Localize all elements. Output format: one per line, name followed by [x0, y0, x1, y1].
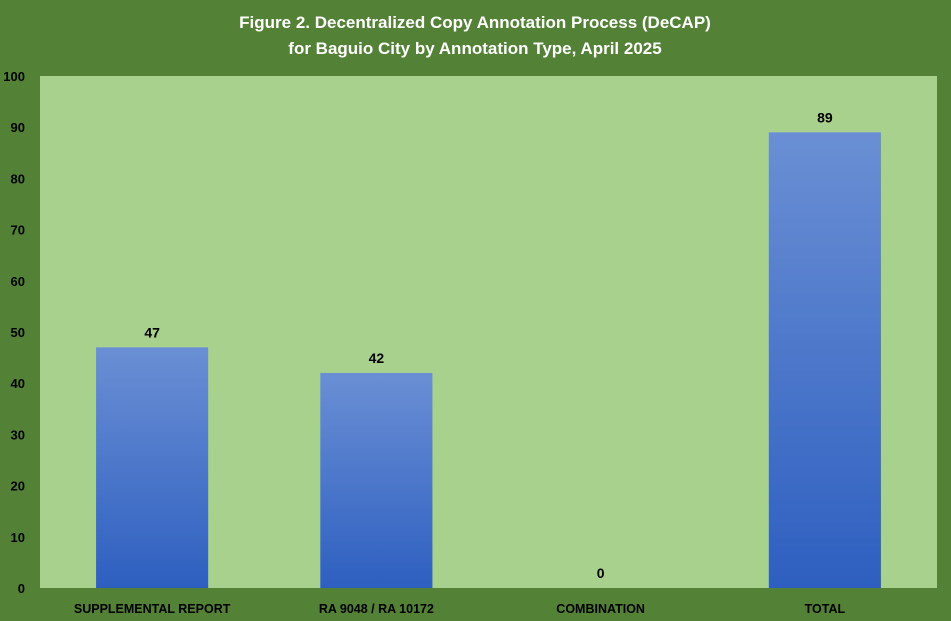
x-tick-label: TOTAL: [805, 602, 846, 616]
y-tick-label: 100: [3, 69, 25, 84]
y-tick-label: 60: [11, 274, 25, 289]
data-label: 42: [369, 350, 385, 366]
x-tick-label: COMBINATION: [556, 602, 645, 616]
y-tick-label: 90: [11, 120, 25, 135]
chart-title: Figure 2. Decentralized Copy Annotation …: [239, 13, 711, 32]
y-tick-label: 80: [11, 171, 25, 186]
y-axis: 0 10 20 30 40 50 60 70 80 90 100: [3, 69, 25, 596]
y-tick-label: 50: [11, 325, 25, 340]
x-tick-label: SUPPLEMENTAL REPORT: [74, 602, 231, 616]
data-label: 89: [817, 109, 833, 125]
y-tick-label: 10: [11, 530, 25, 545]
y-tick-label: 40: [11, 376, 25, 391]
bar: [768, 132, 881, 588]
bars: [96, 132, 881, 588]
data-label: 47: [144, 324, 160, 340]
x-tick-label: RA 9048 / RA 10172: [319, 602, 434, 616]
bar: [320, 372, 433, 588]
y-tick-label: 70: [11, 223, 25, 238]
chart-subtitle: for Baguio City by Annotation Type, Apri…: [288, 39, 661, 58]
data-labels: 47 42 0 89: [144, 109, 833, 581]
y-tick-label: 0: [18, 581, 25, 596]
y-tick-label: 30: [11, 427, 25, 442]
y-tick-label: 20: [11, 479, 25, 494]
bar: [96, 347, 209, 588]
x-axis: SUPPLEMENTAL REPORT RA 9048 / RA 10172 COM…: [74, 602, 846, 616]
data-label: 0: [597, 565, 605, 581]
